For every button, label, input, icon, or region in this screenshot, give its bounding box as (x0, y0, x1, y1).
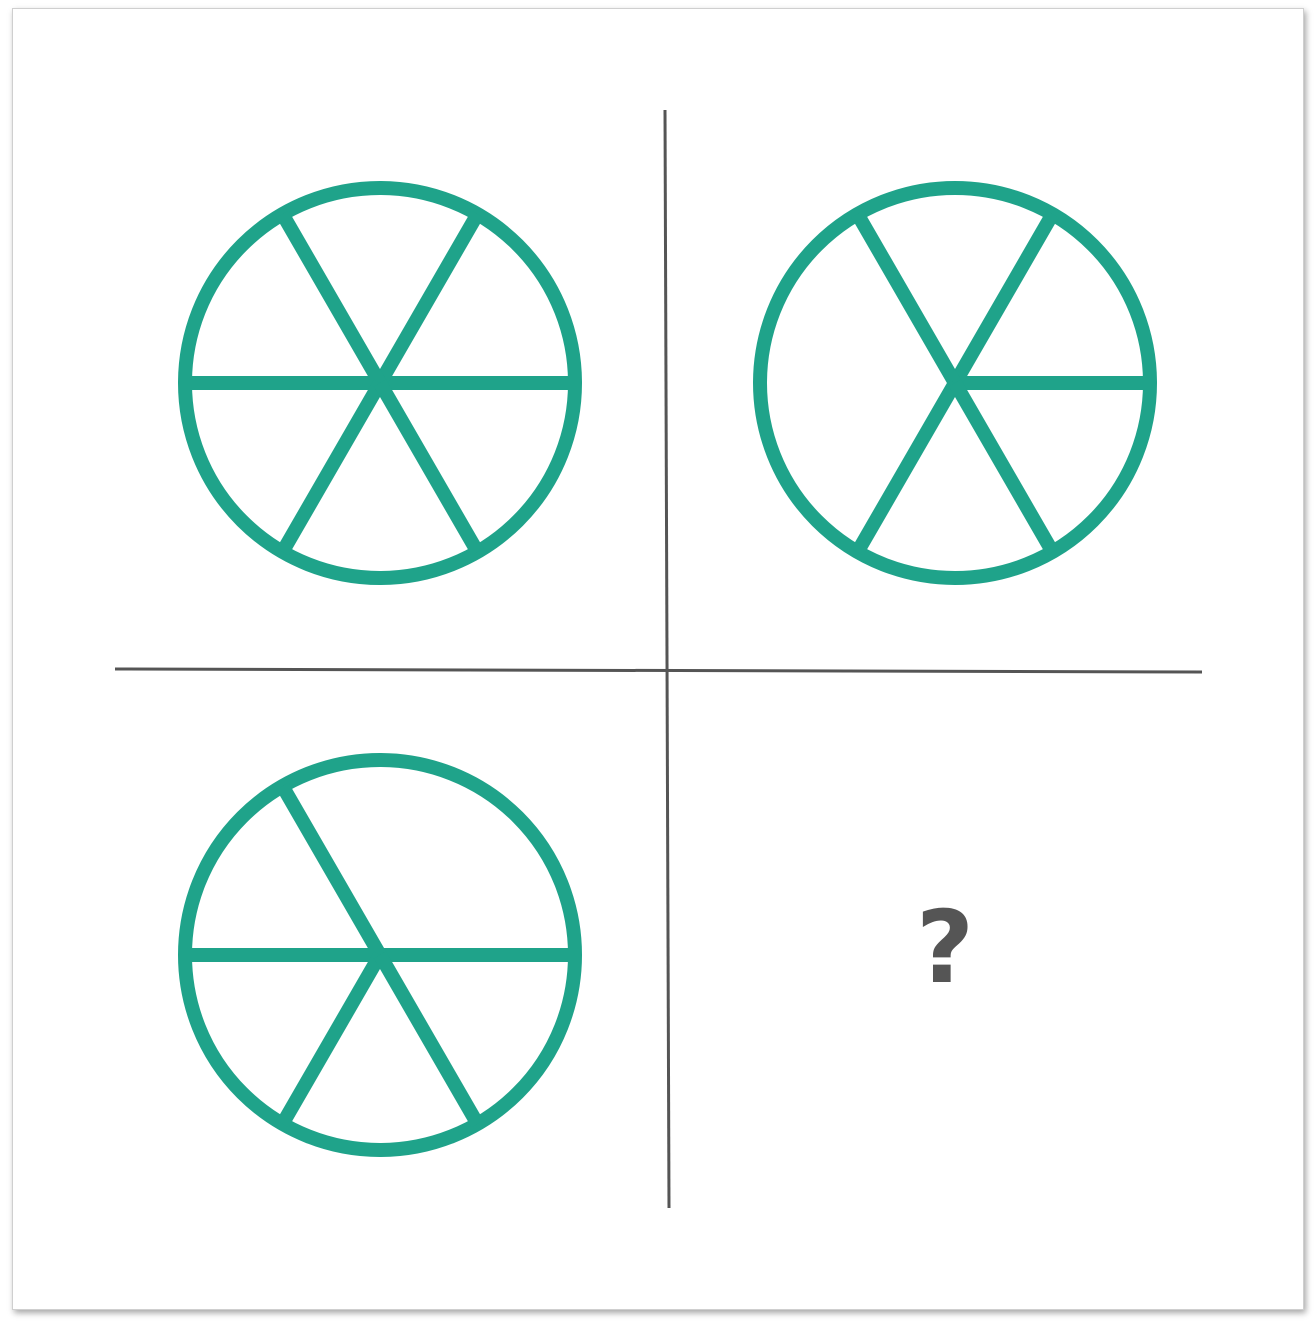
wheel-spoke (948, 210, 1059, 387)
wheel-spoke (373, 379, 484, 556)
wheel-spoke (276, 782, 387, 959)
wheel-spoke (276, 210, 387, 387)
wheel-figure-top-left (178, 181, 582, 585)
wheel-spoke (276, 379, 387, 556)
wheel-spoke (373, 951, 484, 1128)
wheel-figure-top-right (753, 181, 1157, 585)
wheel-spoke (373, 210, 484, 387)
wheel-spoke (851, 210, 962, 387)
wheel-spoke (851, 379, 962, 556)
puzzle-card (12, 8, 1304, 1310)
vertical-divider (663, 109, 671, 1209)
horizontal-divider (114, 667, 1203, 674)
wheel-spoke (276, 951, 387, 1128)
missing-figure-question-mark: ? (915, 889, 974, 1006)
wheel-figure-bottom-left (178, 753, 582, 1157)
wheel-spoke (948, 379, 1059, 556)
